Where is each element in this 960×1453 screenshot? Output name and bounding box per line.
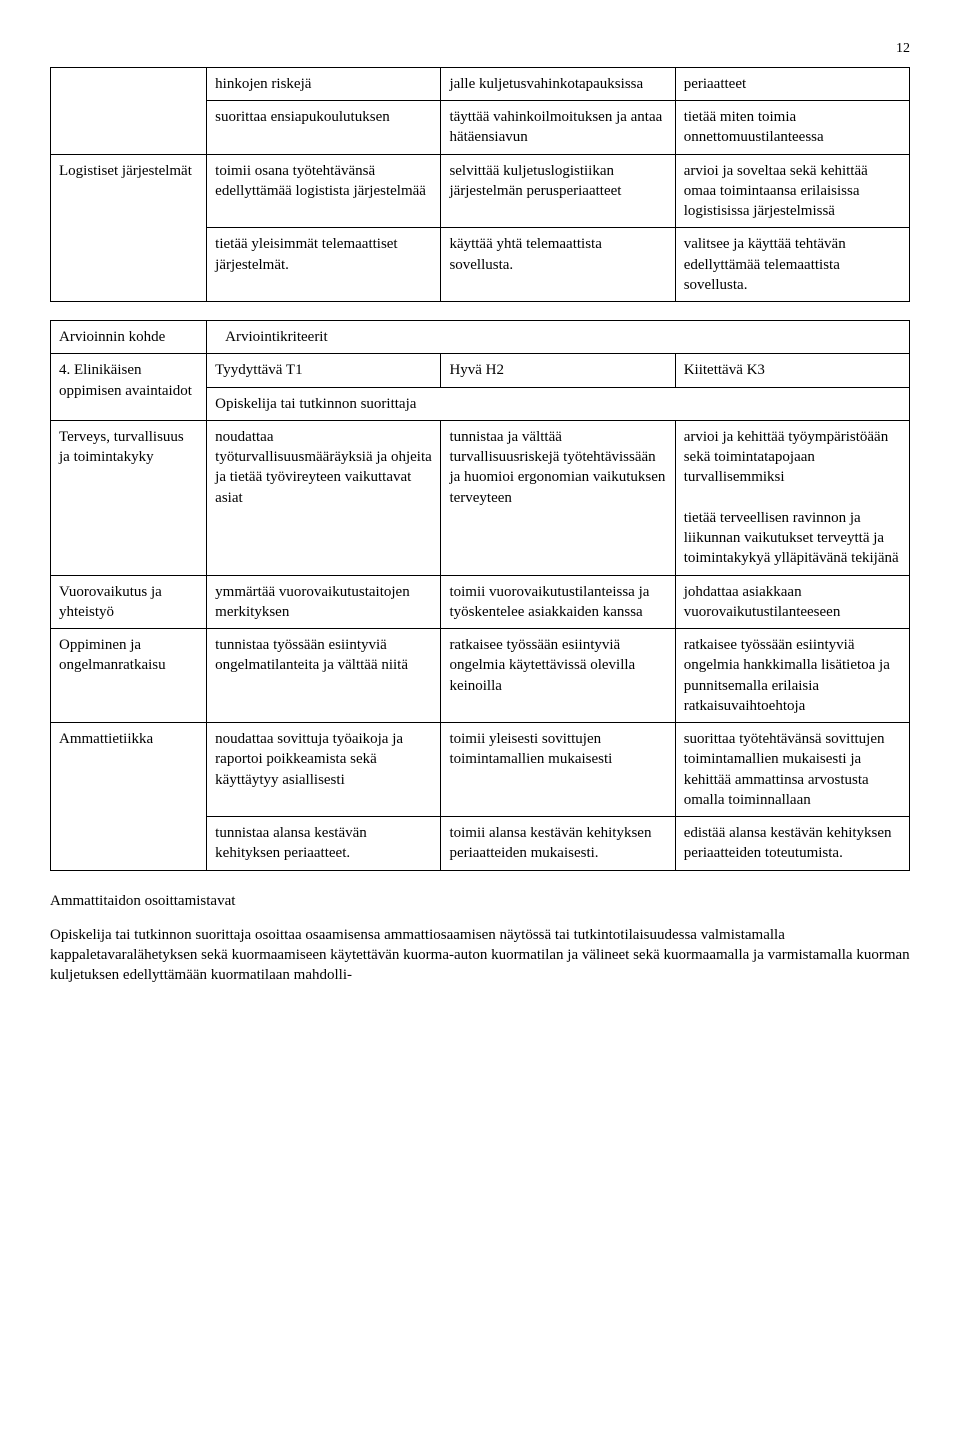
level-t1: Tyydyttävä T1 (207, 354, 441, 387)
cell: jalle kuljetusvahinkotapauksissa (441, 67, 675, 100)
subhead-text: Opiskelija tai tutkinnon suorittaja (207, 387, 910, 420)
levels-label: 4. Elinikäisen oppimisen avaintaidot (51, 354, 207, 421)
cell: suorittaa työtehtävänsä sovittujen toimi… (675, 723, 909, 817)
cell: toimii yleisesti sovittujen toimintamall… (441, 723, 675, 817)
table-header-row: Arvioinnin kohde Arviointikriteerit (51, 321, 910, 354)
row-label: Logistiset järjestelmät (51, 154, 207, 302)
criteria-table-2: Arvioinnin kohde Arviointikriteerit 4. E… (50, 320, 910, 871)
row-label (51, 67, 207, 154)
cell: noudattaa työturvallisuusmääräyksiä ja o… (207, 420, 441, 575)
row-label: Vuorovaikutus ja yhteistyö (51, 575, 207, 629)
table-row: Vuorovaikutus ja yhteistyöymmärtää vuoro… (51, 575, 910, 629)
footer-paragraph: Opiskelija tai tutkinnon suorittaja osoi… (50, 925, 910, 986)
table-row: Logistiset järjestelmättoimii osana työt… (51, 154, 910, 228)
cell: tunnistaa alansa kestävän kehityksen per… (207, 817, 441, 871)
row-label: Ammattietiikka (51, 723, 207, 871)
cell: tunnistaa työssään esiintyviä ongelmatil… (207, 629, 441, 723)
cell: ratkaisee työssään esiintyviä ongelmia h… (675, 629, 909, 723)
table-row: Terveys, turvallisuus ja toimintakykynou… (51, 420, 910, 575)
level-h2: Hyvä H2 (441, 354, 675, 387)
table-row: hinkojen riskejäjalle kuljetusvahinkotap… (51, 67, 910, 100)
table-row: Ammattietiikkanoudattaa sovittuja työaik… (51, 723, 910, 817)
criteria-table-1: hinkojen riskejäjalle kuljetusvahinkotap… (50, 67, 910, 302)
levels-row: 4. Elinikäisen oppimisen avaintaidot Tyy… (51, 354, 910, 387)
cell: edistää alansa kestävän kehityksen peria… (675, 817, 909, 871)
cell: ymmärtää vuorovaikutustaitojen merkityks… (207, 575, 441, 629)
cell: periaatteet (675, 67, 909, 100)
cell: täyttää vahinkoilmoituksen ja antaa hätä… (441, 101, 675, 155)
cell: hinkojen riskejä (207, 67, 441, 100)
cell: suorittaa ensiapukoulutuksen (207, 101, 441, 155)
cell: arvioi ja soveltaa sekä kehittää omaa to… (675, 154, 909, 228)
cell: tunnistaa ja välttää turvallisuusriskejä… (441, 420, 675, 575)
cell: selvittää kuljetuslogistiikan järjestelm… (441, 154, 675, 228)
cell: noudattaa sovittuja työaikoja ja raporto… (207, 723, 441, 817)
cell: arvioi ja kehittää työympäristöään sekä … (675, 420, 909, 575)
cell: tietää yleisimmät telemaattiset järjeste… (207, 228, 441, 302)
cell: toimii vuorovaikutustilanteissa ja työsk… (441, 575, 675, 629)
header-criteria: Arviointikriteerit (207, 321, 910, 354)
cell: johdattaa asiakkaan vuorovaikutustilante… (675, 575, 909, 629)
cell: toimii alansa kestävän kehityksen periaa… (441, 817, 675, 871)
cell: tietää miten toimia onnettomuustilantees… (675, 101, 909, 155)
level-k3: Kiitettävä K3 (675, 354, 909, 387)
cell: valitsee ja käyttää tehtävän edellyttämä… (675, 228, 909, 302)
cell: ratkaisee työssään esiintyviä ongelmia k… (441, 629, 675, 723)
cell: toimii osana työtehtävänsä edellyttämää … (207, 154, 441, 228)
row-label: Terveys, turvallisuus ja toimintakyky (51, 420, 207, 575)
footer-heading: Ammattitaidon osoittamistavat (50, 891, 910, 911)
table-row: Oppiminen ja ongelmanratkaisutunnistaa t… (51, 629, 910, 723)
page-number: 12 (50, 40, 910, 59)
cell: käyttää yhtä telemaattista sovellusta. (441, 228, 675, 302)
row-label: Oppiminen ja ongelmanratkaisu (51, 629, 207, 723)
header-label: Arvioinnin kohde (51, 321, 207, 354)
